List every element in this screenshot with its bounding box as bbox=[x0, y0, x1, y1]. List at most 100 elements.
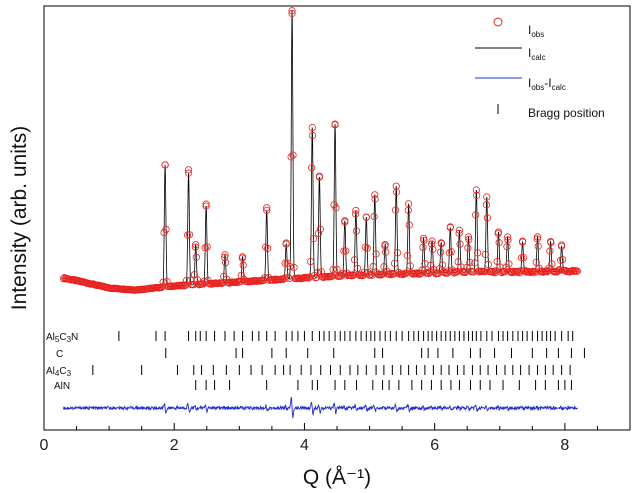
observed-peak-point bbox=[392, 182, 400, 190]
observed-point bbox=[372, 250, 380, 258]
observed-point bbox=[491, 269, 499, 277]
y-axis-title: Intensity (arb. units) bbox=[8, 126, 31, 310]
observed-point bbox=[495, 239, 503, 247]
observed-point bbox=[182, 281, 190, 289]
observed-peak-point bbox=[263, 206, 271, 214]
calculated-profile-line bbox=[63, 10, 578, 291]
observed-point bbox=[419, 243, 427, 252]
observed-point bbox=[218, 279, 226, 288]
observed-point bbox=[338, 271, 346, 279]
observed-peak-point bbox=[308, 123, 316, 132]
observed-point bbox=[481, 250, 490, 258]
observed-point bbox=[543, 268, 551, 276]
observed-point bbox=[504, 236, 512, 244]
observed-point bbox=[470, 268, 478, 276]
observed-point bbox=[316, 225, 324, 233]
observed-peak-point bbox=[184, 169, 193, 177]
observed-point bbox=[474, 249, 482, 257]
observed-point bbox=[555, 267, 563, 275]
observed-peak-point bbox=[405, 200, 413, 208]
observed-point bbox=[285, 274, 293, 283]
observed-peak-point bbox=[533, 233, 542, 241]
plot-area: Al5C3N C Al4C3 AlN bbox=[46, 7, 585, 419]
difference-curve bbox=[63, 396, 578, 419]
x-axis-title: Q (Å⁻¹) bbox=[303, 466, 371, 489]
observed-point bbox=[529, 267, 537, 276]
observed-point bbox=[549, 267, 557, 275]
observed-point bbox=[350, 256, 359, 264]
observed-point bbox=[224, 278, 233, 287]
observed-point bbox=[405, 221, 413, 229]
observed-point bbox=[262, 243, 270, 251]
observed-point bbox=[403, 252, 411, 260]
observed-point bbox=[308, 164, 316, 172]
bragg-row-3: Al4C3 bbox=[46, 365, 571, 378]
observed-point bbox=[503, 243, 511, 251]
observed-point bbox=[162, 225, 170, 233]
observed-point bbox=[185, 231, 194, 239]
observed-point bbox=[175, 282, 183, 290]
observed-point bbox=[251, 277, 259, 285]
observed-point bbox=[309, 235, 318, 243]
observed-point bbox=[222, 258, 230, 267]
observed-point bbox=[382, 248, 390, 256]
observed-point bbox=[306, 273, 314, 281]
observed-point bbox=[567, 267, 576, 275]
observed-point bbox=[281, 259, 289, 267]
observed-peak-point bbox=[362, 213, 370, 221]
observed-peak-point bbox=[446, 223, 454, 232]
observed-point bbox=[532, 258, 540, 266]
observed-point bbox=[506, 267, 514, 275]
observed-peak-point bbox=[288, 7, 296, 15]
observed-point bbox=[184, 166, 193, 174]
observed-point bbox=[473, 191, 481, 199]
legend-calc-label: Icalc bbox=[528, 46, 546, 62]
observed-point bbox=[401, 269, 409, 278]
observed-peak-point bbox=[238, 253, 247, 261]
observed-point bbox=[203, 243, 211, 251]
observed-peak-point bbox=[221, 251, 229, 259]
observed-point bbox=[390, 270, 398, 278]
observed-point bbox=[312, 273, 321, 282]
observed-point bbox=[333, 265, 341, 274]
observed-point bbox=[157, 283, 165, 292]
observed-point bbox=[493, 257, 501, 266]
observed-point bbox=[314, 229, 323, 237]
observed-peak-point bbox=[419, 234, 428, 242]
observed-point bbox=[189, 281, 198, 289]
observed-point bbox=[313, 269, 322, 277]
observed-point bbox=[287, 153, 295, 161]
observed-point bbox=[436, 248, 445, 256]
observed-point bbox=[438, 261, 447, 269]
observed-point bbox=[453, 267, 461, 276]
observed-peak-point bbox=[518, 238, 527, 246]
observed-point bbox=[391, 206, 400, 214]
observed-point bbox=[370, 212, 378, 221]
observed-point bbox=[429, 245, 437, 253]
observed-peak-point bbox=[202, 202, 210, 210]
observed-peak-point bbox=[282, 240, 290, 248]
observed-peak-point bbox=[381, 240, 389, 249]
observed-point bbox=[412, 269, 420, 277]
observed-point bbox=[176, 281, 184, 289]
observed-peak-point bbox=[558, 242, 566, 250]
observed-point bbox=[289, 151, 297, 159]
observed-point bbox=[417, 269, 425, 277]
observed-point bbox=[244, 278, 252, 286]
observed-peak-point bbox=[352, 206, 360, 215]
observed-peak-point bbox=[192, 241, 200, 249]
observed-point bbox=[202, 200, 210, 208]
observed-point bbox=[363, 244, 371, 252]
observed-point bbox=[519, 253, 528, 262]
legend: Iobs Icalc Iobs-Icalc Bragg position bbox=[475, 17, 605, 120]
observed-peak-point bbox=[464, 233, 473, 241]
observed-point bbox=[351, 210, 360, 218]
observed-point bbox=[464, 244, 472, 252]
observed-point bbox=[471, 259, 479, 267]
observed-point bbox=[484, 260, 492, 269]
observed-point bbox=[393, 249, 402, 257]
observed-peak-point bbox=[546, 238, 555, 246]
x-tick-label: 0 bbox=[40, 437, 49, 454]
observed-point bbox=[466, 258, 474, 267]
observed-point bbox=[482, 201, 491, 209]
